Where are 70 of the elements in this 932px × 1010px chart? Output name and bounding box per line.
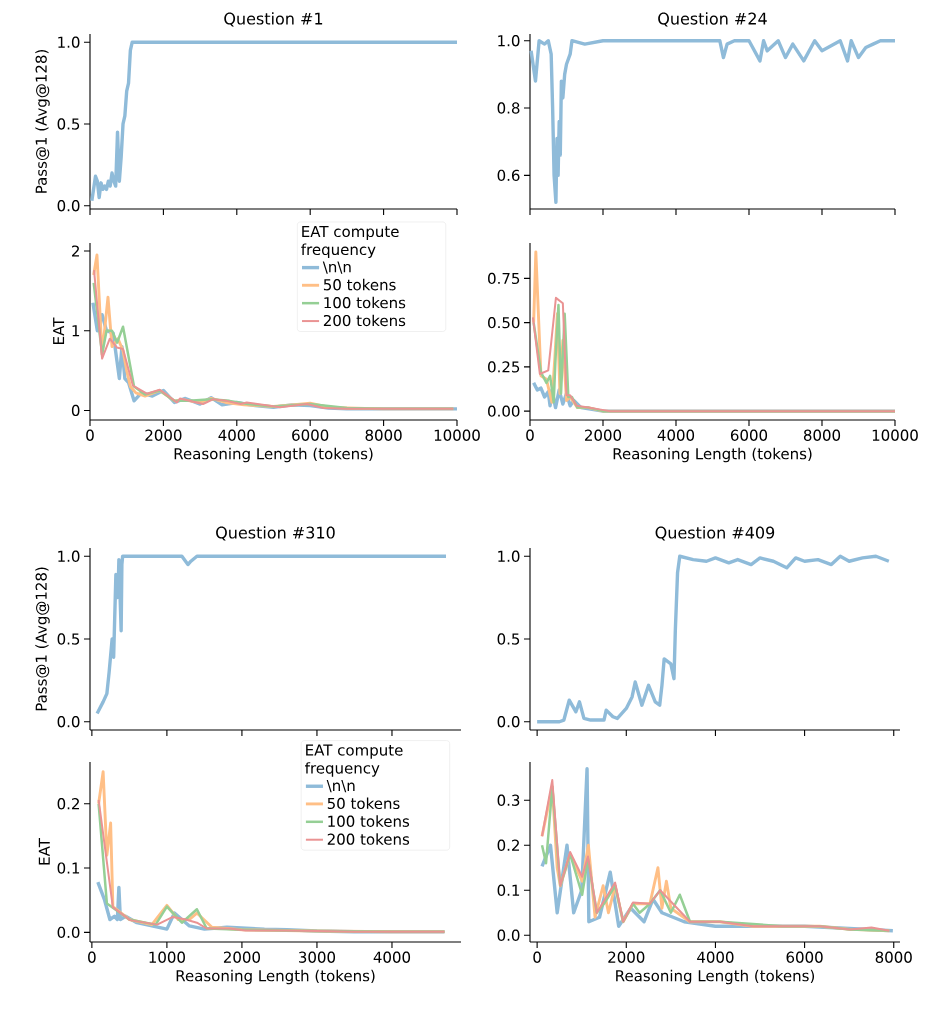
y-axis-title: EAT [53,317,65,344]
y-tick-label: 0.0 [497,716,520,728]
x-tick-label: 6000 [786,951,823,963]
y-axis-title: EAT [38,838,50,865]
y-tick-label: 0.1 [497,884,520,896]
legend-title: EAT compute frequency [301,225,399,259]
y-tick-label: 0.1 [57,862,80,874]
x-tick-label: 6000 [292,429,329,441]
legend-label: \n\n [322,261,351,274]
x-tick-label: 2000 [223,951,261,963]
x-tick-label: 4000 [657,429,695,441]
legend-title: EAT compute frequency [305,744,403,777]
y-tick-label: 0.3 [497,794,520,806]
y-tick-label: 0.2 [497,839,519,851]
y-tick-label: 0.0 [57,926,80,939]
x-tick-label: 0 [533,951,541,963]
y-tick-label: 0.00 [488,405,520,417]
y-tick-label: 0.0 [57,716,80,728]
y-tick-label: 1.0 [498,35,520,47]
x-tick-label: 8000 [803,429,841,441]
legend-label: 100 tokens [324,296,406,309]
y-tick-label: 0.2 [57,798,79,810]
y-tick-label: 0 [71,404,80,417]
x-tick-label: 0 [88,951,96,963]
chart-title: Question #310 [216,526,335,541]
chart-title: Question #1 [224,12,323,27]
legend-label: 100 tokens [328,815,410,827]
y-tick-label: 2 [72,245,79,257]
x-tick-label: 3000 [299,951,336,963]
y-tick-label: 0.0 [57,200,80,212]
x-axis-title: Reasoning Length (tokens) [613,447,812,463]
x-tick-label: 1000 [149,951,185,963]
x-tick-label: 2000 [145,429,182,441]
y-tick-label: 0.8 [497,102,520,114]
y-tick-label: 0.6 [497,169,520,182]
x-tick-label: 6000 [730,429,768,441]
y-tick-label: 0.5 [497,633,520,645]
x-tick-label: 10000 [872,429,918,441]
x-tick-label: 8000 [875,951,912,963]
legend-label: 50 tokens [327,797,400,810]
y-tick-label: 1.0 [58,550,80,562]
y-axis-title: Pass@1 (Avg@128) [35,49,50,193]
chart-title: Question #24 [658,12,767,27]
y-axis-title: Pass@1 (Avg@128) [35,567,50,711]
legend-label: 50 tokens [323,278,396,291]
y-tick-label: 1.0 [58,36,80,48]
legend-label: 200 tokens [323,314,406,327]
x-axis-title: Reasoning Length (tokens) [174,447,373,463]
y-tick-label: 1 [72,325,80,337]
x-tick-label: 2000 [585,429,622,441]
y-tick-label: 0.0 [497,929,520,941]
x-tick-label: 10000 [434,429,480,441]
y-tick-label: 0.5 [57,633,80,645]
x-tick-label: 4000 [697,951,734,963]
x-tick-label: 0 [526,429,534,441]
x-tick-label: 8000 [365,429,402,441]
y-tick-label: 0.5 [57,118,80,130]
y-tick-label: 0.75 [488,272,520,285]
x-tick-label: 4000 [373,951,411,963]
y-tick-label: 0.50 [488,316,520,329]
x-tick-label: 2000 [608,951,645,963]
y-tick-label: 0.25 [488,361,520,373]
x-axis-title: Reasoning Length (tokens) [616,969,815,985]
x-tick-label: 0 [86,429,94,441]
legend-label: \n\n [326,780,355,793]
legend-label: 200 tokens [327,833,410,845]
x-axis-title: Reasoning Length (tokens) [176,969,375,985]
x-tick-label: 4000 [218,429,255,441]
chart-title: Question #409 [655,526,775,541]
y-tick-label: 1.0 [498,550,520,562]
